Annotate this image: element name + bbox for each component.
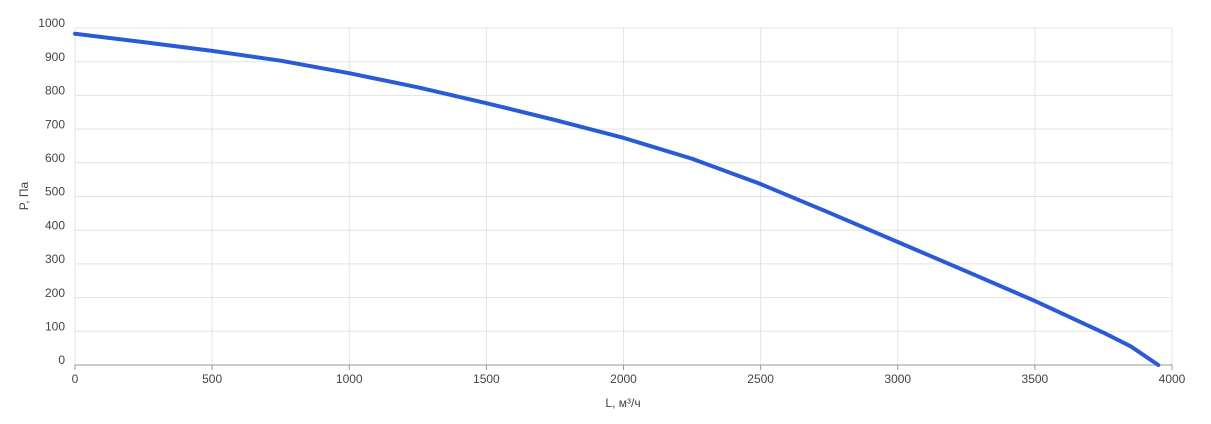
y-tick-label: 700 [45,117,65,131]
series-line [73,31,1161,367]
x-axis-label: L, м³/ч [605,396,640,410]
y-tick-label: 900 [45,50,65,64]
y-axis-label: P, Па [17,181,31,210]
x-tick-label: 2000 [610,372,637,386]
y-tick-label: 500 [45,185,65,199]
y-tick-label: 600 [45,151,65,165]
y-tick-label: 200 [45,286,65,300]
x-tick-label: 2500 [747,372,774,386]
y-tick-label: 100 [45,319,65,333]
x-tick-label: 3000 [884,372,911,386]
x-tick-label: 500 [202,372,222,386]
x-tick-label: 1000 [336,372,363,386]
y-tick-label: 0 [58,353,65,367]
y-tick-label: 1000 [38,16,65,30]
x-tick-label: 1500 [473,372,500,386]
x-tick-label: 4000 [1159,372,1186,386]
y-tick-label: 400 [45,218,65,232]
x-tick-label: 0 [72,372,79,386]
y-tick-label: 300 [45,252,65,266]
y-tick-label: 800 [45,84,65,98]
x-tick-label: 3500 [1022,372,1049,386]
